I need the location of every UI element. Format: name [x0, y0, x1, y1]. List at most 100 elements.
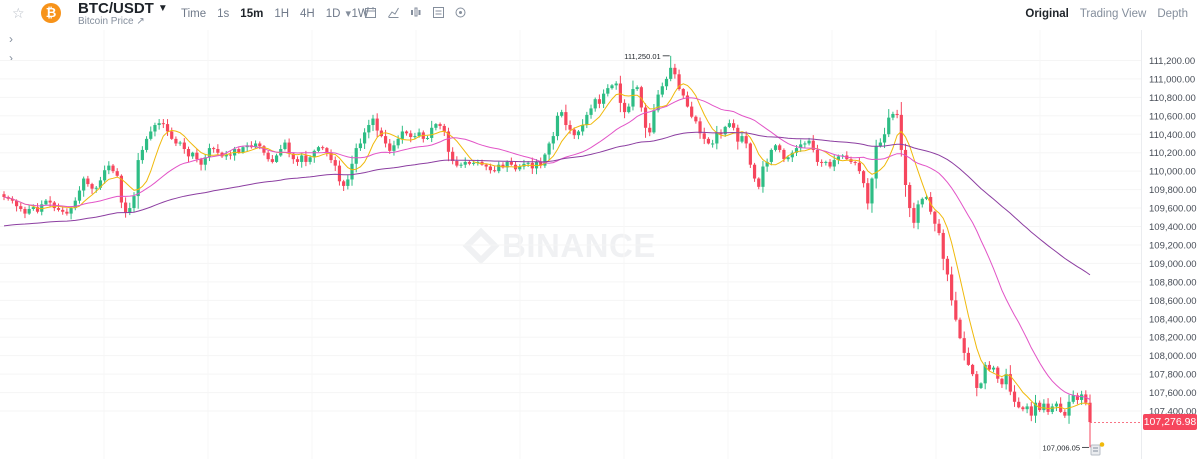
- candle-up: [765, 161, 769, 167]
- candle-up: [128, 208, 132, 213]
- candle-down: [304, 155, 308, 162]
- candle-up: [191, 152, 195, 157]
- candle-down: [736, 127, 740, 142]
- candle-up: [283, 142, 287, 150]
- candle-up: [610, 85, 614, 89]
- candle-down: [383, 136, 388, 144]
- chart-type-icon[interactable]: [382, 7, 405, 21]
- candle-down: [908, 184, 912, 209]
- y-axis-tick-label: 110,200.00: [1149, 148, 1196, 159]
- candle-up: [518, 166, 522, 170]
- watermark-text: BINANCE: [502, 227, 656, 264]
- candle-down: [10, 198, 14, 201]
- candle-down: [23, 208, 27, 214]
- candle-down: [895, 113, 899, 115]
- candle-down: [258, 143, 262, 147]
- view-tab-original[interactable]: Original: [1025, 8, 1069, 20]
- candle-down: [270, 159, 274, 162]
- candle-up: [98, 180, 103, 188]
- candle-up: [224, 154, 228, 157]
- candle-down: [182, 142, 186, 150]
- candle-up: [396, 138, 400, 146]
- candle-up: [836, 156, 841, 161]
- indicators-icon[interactable]: [405, 7, 428, 21]
- candle-down: [291, 153, 295, 160]
- candle-down: [853, 161, 857, 163]
- candle-up: [627, 106, 631, 113]
- interval-tab-time[interactable]: Time: [181, 8, 207, 20]
- candle-down: [65, 211, 69, 214]
- candle-down: [757, 178, 761, 187]
- candle-up: [140, 149, 144, 161]
- interval-tab-1d[interactable]: 1D: [325, 8, 341, 20]
- candle-down: [815, 149, 820, 162]
- interval-tab-1s[interactable]: 1s: [217, 8, 230, 20]
- chevron-down-icon[interactable]: ▾: [345, 8, 352, 20]
- candle-down: [597, 99, 602, 104]
- pair-selector[interactable]: BTC/USDT ▼: [78, 0, 168, 17]
- interval-tab-1h[interactable]: 1H: [274, 8, 290, 20]
- candle-down: [1017, 401, 1021, 408]
- candle-down: [262, 146, 266, 153]
- candle-up: [69, 208, 73, 214]
- candle-up: [27, 208, 31, 214]
- coin-price-link[interactable]: Bitcoin Price ↗: [78, 16, 145, 27]
- candle-up: [107, 165, 111, 171]
- candle-up: [1004, 374, 1008, 385]
- expand-sidebar-icon[interactable]: ›: [9, 32, 13, 46]
- y-axis-tick-label: 110,400.00: [1149, 130, 1196, 141]
- candle-up: [207, 148, 212, 158]
- candlestick-chart[interactable]: 111,200.00 111,000.00 110,800.00 110,600.00…: [0, 30, 1200, 459]
- candle-down: [2, 194, 6, 197]
- interval-tab-15m[interactable]: 15m: [240, 8, 264, 20]
- candle-up: [367, 125, 371, 133]
- ma99-line: [3, 131, 1091, 276]
- star-icon[interactable]: ☆: [12, 5, 25, 21]
- candle-down: [1029, 406, 1033, 416]
- calendar-icon[interactable]: [360, 7, 383, 21]
- candle-up: [178, 142, 182, 144]
- more-icon[interactable]: [450, 7, 473, 21]
- interval-tab-4h[interactable]: 4H: [300, 8, 315, 20]
- candle-down: [287, 142, 291, 154]
- candle-down: [694, 116, 698, 122]
- candle-up: [1054, 403, 1059, 407]
- candle-down: [1075, 395, 1080, 400]
- candle-down: [329, 152, 333, 161]
- settings-icon[interactable]: [427, 7, 450, 21]
- candle-down: [455, 161, 459, 166]
- candle-down: [975, 374, 979, 388]
- candle-down: [86, 178, 90, 185]
- candle-up: [497, 164, 501, 172]
- bitcoin-icon: ₿: [41, 3, 61, 23]
- interval-tab-1w[interactable]: 1W: [351, 8, 369, 20]
- candle-up: [547, 143, 551, 155]
- candle-up: [136, 160, 140, 197]
- interval-selector: Time 1s 15m 1H 4H 1D 1W: [181, 8, 380, 20]
- candle-up: [723, 126, 727, 135]
- candle-up: [157, 123, 161, 126]
- candle-up: [149, 131, 153, 139]
- price-axis-divider: [1141, 30, 1142, 459]
- candle-down: [564, 112, 568, 126]
- chart-tools: ▾: [337, 7, 472, 21]
- view-tab-trading-view[interactable]: Trading View: [1079, 8, 1147, 20]
- candle-up: [94, 187, 98, 189]
- candle-up: [1067, 401, 1071, 416]
- candle-up: [472, 162, 476, 164]
- y-axis-tick-label: 110,600.00: [1149, 111, 1196, 122]
- candle-up: [576, 131, 581, 136]
- y-axis-tick-label: 108,800.00: [1149, 277, 1197, 288]
- last-price-tag: 107,276.98: [1143, 414, 1197, 431]
- notes-icon[interactable]: [1087, 442, 1105, 456]
- y-axis-tick-label: 107,600.00: [1149, 388, 1197, 399]
- candle-up: [44, 200, 48, 205]
- candle-down: [954, 300, 958, 320]
- candle-up: [824, 161, 828, 163]
- view-tab-depth[interactable]: Depth: [1157, 8, 1188, 20]
- candle-down: [966, 352, 971, 365]
- expand-indicators-icon[interactable]: ›: [9, 51, 13, 65]
- candle-down: [673, 67, 677, 75]
- candle-up: [363, 132, 367, 144]
- candle-up: [1042, 403, 1046, 411]
